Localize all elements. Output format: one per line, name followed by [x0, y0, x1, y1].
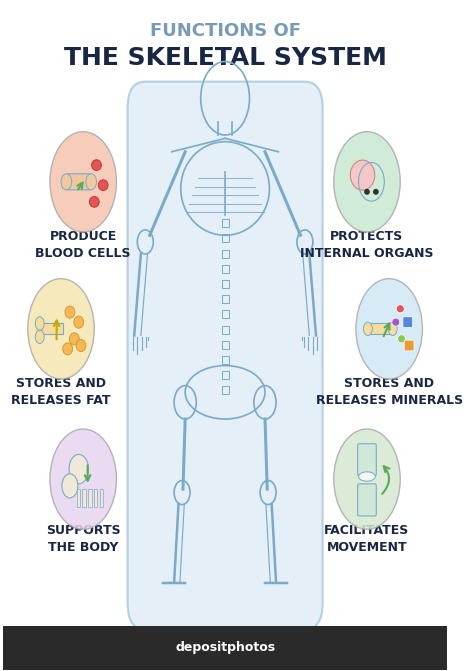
Bar	[41, 323, 63, 334]
Bar	[221, 311, 228, 318]
Bar	[221, 356, 228, 364]
Ellipse shape	[396, 305, 404, 313]
FancyBboxPatch shape	[404, 340, 414, 351]
Bar	[221, 265, 228, 273]
Bar	[221, 250, 228, 258]
Text: FUNCTIONS OF: FUNCTIONS OF	[150, 22, 301, 40]
Ellipse shape	[65, 306, 75, 318]
Bar	[76, 488, 80, 507]
Bar	[221, 219, 228, 227]
Text: PRODUCE
BLOOD CELLS: PRODUCE BLOOD CELLS	[36, 230, 131, 260]
Bar	[221, 341, 228, 349]
Bar	[221, 295, 228, 303]
Text: THE SKELETAL SYSTEM: THE SKELETAL SYSTEM	[64, 46, 386, 70]
Text: STORES AND
RELEASES MINERALS: STORES AND RELEASES MINERALS	[316, 377, 463, 407]
Text: STORES AND
RELEASES FAT: STORES AND RELEASES FAT	[11, 377, 111, 407]
Ellipse shape	[398, 335, 406, 343]
Bar	[3, 626, 447, 670]
Circle shape	[61, 174, 72, 190]
Bar	[88, 488, 91, 507]
Bar	[221, 371, 228, 379]
Ellipse shape	[392, 318, 400, 326]
FancyBboxPatch shape	[128, 82, 323, 629]
Ellipse shape	[63, 343, 73, 355]
Circle shape	[50, 429, 117, 529]
Ellipse shape	[373, 189, 379, 195]
FancyBboxPatch shape	[66, 174, 91, 190]
Circle shape	[356, 278, 422, 379]
Ellipse shape	[74, 316, 83, 328]
Circle shape	[388, 322, 397, 336]
Circle shape	[50, 132, 117, 232]
Ellipse shape	[90, 197, 99, 207]
Circle shape	[69, 454, 89, 484]
Circle shape	[364, 322, 372, 336]
Text: SUPPORTS
THE BODY: SUPPORTS THE BODY	[46, 524, 120, 554]
Bar	[221, 325, 228, 333]
Bar	[82, 488, 86, 507]
Bar	[221, 280, 228, 288]
Ellipse shape	[98, 180, 108, 191]
Text: depositphotos: depositphotos	[175, 641, 275, 654]
Ellipse shape	[358, 472, 375, 481]
Ellipse shape	[91, 160, 101, 170]
Bar	[221, 234, 228, 242]
Circle shape	[28, 278, 94, 379]
FancyBboxPatch shape	[403, 317, 413, 327]
Bar	[94, 488, 97, 507]
Circle shape	[35, 330, 44, 344]
Ellipse shape	[350, 160, 375, 190]
Ellipse shape	[364, 189, 370, 195]
FancyBboxPatch shape	[358, 444, 376, 476]
FancyBboxPatch shape	[358, 484, 376, 516]
Ellipse shape	[70, 333, 79, 345]
Bar	[369, 323, 392, 334]
Bar	[221, 386, 228, 395]
Circle shape	[86, 174, 97, 190]
Circle shape	[334, 429, 400, 529]
Circle shape	[35, 317, 44, 330]
Circle shape	[334, 132, 400, 232]
Circle shape	[62, 474, 78, 498]
Text: FACILITATES
MOVEMENT: FACILITATES MOVEMENT	[324, 524, 410, 554]
Text: PROTECTS
INTERNAL ORGANS: PROTECTS INTERNAL ORGANS	[300, 230, 434, 260]
Bar	[100, 488, 103, 507]
Ellipse shape	[76, 340, 86, 352]
